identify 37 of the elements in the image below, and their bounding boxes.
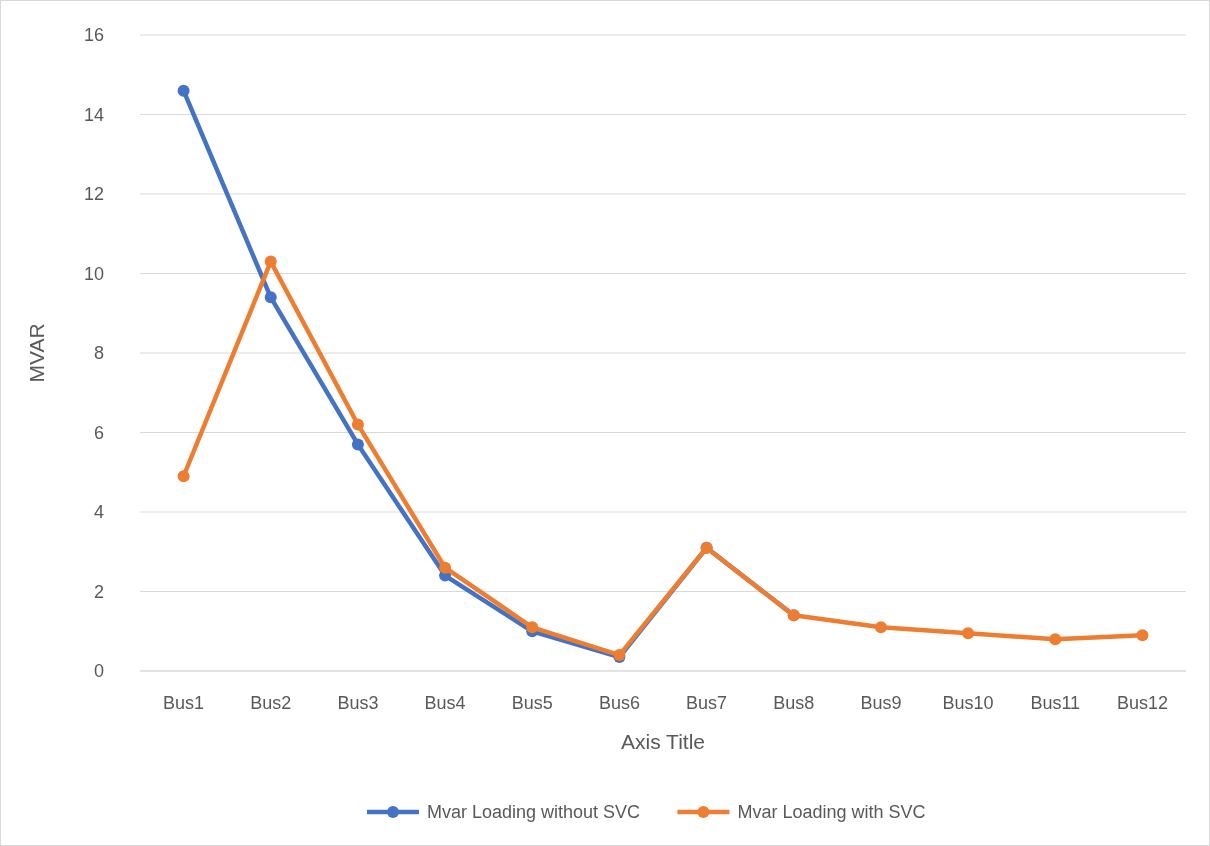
y-axis-title: MVAR: [25, 323, 48, 383]
y-tick-label: 14: [83, 104, 104, 125]
point: [177, 84, 190, 97]
x-tick-label: Bus11: [1030, 693, 1081, 713]
point: [351, 438, 364, 451]
legend-label: Mvar Loading without SVC: [427, 802, 641, 823]
y-tick-label: 6: [93, 422, 104, 443]
y-tick-label: 16: [83, 25, 104, 46]
point: [264, 255, 277, 268]
x-tick-label: Bus5: [511, 693, 553, 713]
point: [1136, 629, 1149, 642]
y-tick-label: 2: [93, 581, 104, 602]
x-tick-label: Bus10: [942, 693, 994, 713]
x-tick-label: Bus6: [598, 693, 640, 713]
point: [874, 621, 887, 634]
x-tick-label: Bus4: [424, 693, 466, 713]
point: [962, 627, 975, 640]
x-tick-label: Bus2: [250, 693, 292, 713]
y-tick-label: 10: [83, 263, 104, 284]
point: [351, 418, 364, 431]
point: [177, 470, 190, 483]
x-tick-label: Bus12: [1116, 693, 1168, 713]
point: [264, 291, 277, 304]
x-tick-label: Bus8: [773, 693, 815, 713]
point: [1049, 633, 1062, 646]
x-tick-label: Bus1: [163, 693, 205, 713]
y-tick-label: 4: [93, 502, 104, 523]
y-tick-label: 0: [93, 661, 104, 682]
x-tick-label: Bus3: [337, 693, 379, 713]
x-tick-label: Bus7: [686, 693, 728, 713]
legend-label: Mvar Loading with SVC: [737, 802, 926, 823]
x-tick-label: Bus9: [860, 693, 902, 713]
y-tick-label: 8: [93, 343, 104, 364]
x-axis-title: Axis Title: [620, 730, 706, 753]
point: [526, 621, 539, 634]
y-tick-label: 12: [83, 184, 104, 205]
point: [439, 561, 452, 574]
